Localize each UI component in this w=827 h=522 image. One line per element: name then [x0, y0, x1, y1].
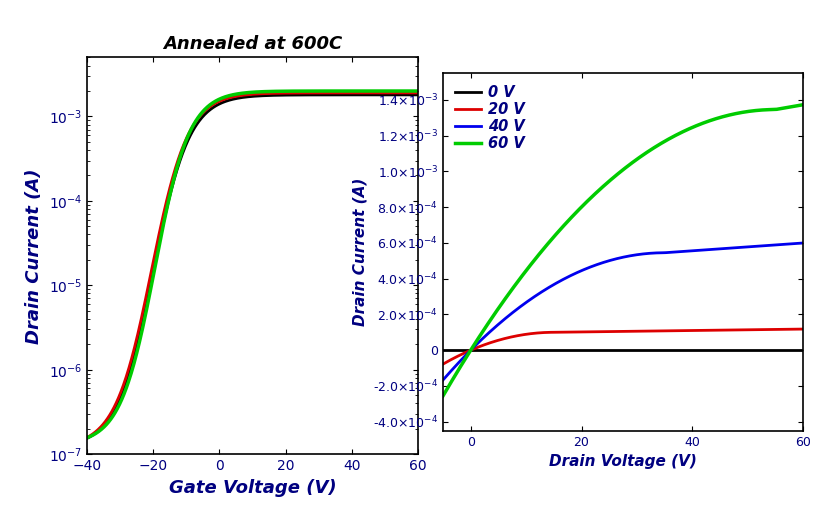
- 20 V: [797, 326, 807, 332]
- Y-axis label: Drain Current (A): Drain Current (A): [25, 168, 43, 343]
- 20 V: [677, 327, 687, 334]
- 20 V: [501, 335, 511, 341]
- 40 V: [709, 246, 719, 252]
- 60 V: [600, 181, 610, 187]
- 40 V: [797, 240, 807, 246]
- 0 V: [797, 347, 807, 353]
- 40 V: [649, 250, 659, 256]
- X-axis label: Drain Voltage (V): Drain Voltage (V): [548, 454, 696, 469]
- 40 V: [437, 377, 447, 383]
- Legend: 0 V, 20 V, 40 V, 60 V: 0 V, 20 V, 40 V, 60 V: [450, 80, 528, 156]
- 60 V: [797, 102, 807, 108]
- 0 V: [677, 347, 687, 353]
- 0 V: [709, 347, 719, 353]
- Line: 60 V: 60 V: [442, 105, 802, 396]
- Title: Annealed at 600C: Annealed at 600C: [163, 35, 342, 53]
- 0 V: [649, 347, 659, 353]
- 40 V: [677, 248, 687, 255]
- Line: 40 V: 40 V: [442, 243, 802, 380]
- 60 V: [530, 255, 540, 262]
- 20 V: [530, 330, 540, 336]
- 60 V: [649, 144, 659, 150]
- 60 V: [709, 116, 719, 122]
- 0 V: [501, 347, 511, 353]
- 60 V: [677, 128, 687, 135]
- 0 V: [600, 347, 610, 353]
- 0 V: [530, 347, 540, 353]
- 0 V: [437, 347, 447, 353]
- 60 V: [501, 293, 511, 300]
- 20 V: [649, 328, 659, 334]
- Line: 20 V: 20 V: [442, 329, 802, 364]
- 20 V: [709, 327, 719, 334]
- 40 V: [530, 293, 540, 299]
- 40 V: [600, 258, 610, 265]
- 40 V: [501, 314, 511, 321]
- Y-axis label: Drain Current (A): Drain Current (A): [352, 177, 367, 326]
- X-axis label: Gate Voltage (V): Gate Voltage (V): [169, 479, 336, 496]
- 20 V: [600, 328, 610, 335]
- 20 V: [437, 361, 447, 367]
- 60 V: [437, 393, 447, 399]
